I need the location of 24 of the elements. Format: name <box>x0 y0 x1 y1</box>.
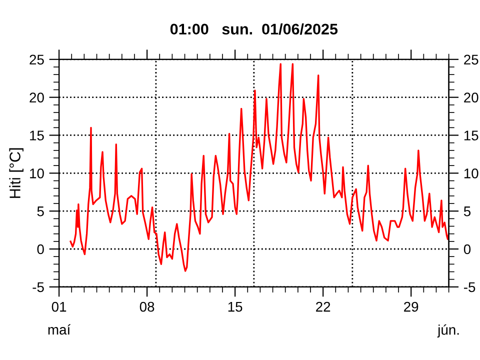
y2-tick-label: 25 <box>464 54 478 65</box>
y2-tick-label: 15 <box>464 130 478 140</box>
line-series <box>70 63 449 272</box>
y2-tick-label: -5 <box>464 282 476 292</box>
y-tick-label: 20 <box>30 92 44 102</box>
y2-tick-label: 20 <box>464 92 478 102</box>
y2-tick-label: 0 <box>464 244 471 254</box>
y-tick-label: 25 <box>30 54 44 65</box>
x-tick-label: 22 <box>316 302 330 312</box>
x-tick-label: 15 <box>228 302 242 312</box>
y-tick-label: 5 <box>37 206 44 216</box>
y-axis-title: Hiti [°C] <box>9 148 24 198</box>
y2-tick-label: 10 <box>464 168 478 178</box>
x-tick-label: 01 <box>52 302 66 312</box>
x-tick-label: 29 <box>404 302 418 312</box>
y-tick-label: 10 <box>30 168 44 178</box>
y-tick-label: 0 <box>37 244 44 254</box>
y-tick-label: 15 <box>30 130 44 140</box>
text: maí <box>48 324 71 335</box>
x-tick-label: 08 <box>140 302 154 312</box>
text: jún. <box>437 324 459 338</box>
y2-tick-label: 5 <box>464 206 471 216</box>
y-tick-label: -5 <box>32 282 44 292</box>
chart-title: 01:00 sun. 01/06/2025 <box>170 23 338 35</box>
